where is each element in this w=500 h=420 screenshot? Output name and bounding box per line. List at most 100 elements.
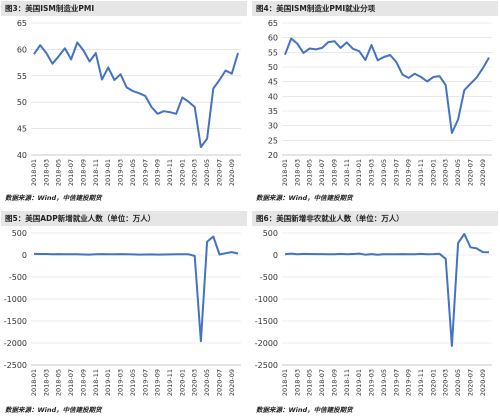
x-tick-label: 2019-07 (392, 159, 400, 186)
y-tick-label: -1500 (4, 317, 27, 326)
x-tick-label: 2018-07 (67, 159, 75, 186)
x-tick-label: 2019-03 (368, 159, 376, 186)
y-tick-label: 55 (17, 72, 27, 81)
x-tick-label: 2018-11 (343, 369, 351, 396)
y-tick-label: 30 (268, 122, 278, 131)
y-tick-label: -2500 (255, 361, 278, 370)
x-tick-label: 2020-07 (466, 159, 474, 186)
x-tick-label: 2020-03 (442, 369, 450, 396)
x-tick-label: 2018-07 (67, 369, 75, 396)
x-tick-label: 2018-09 (79, 369, 87, 396)
chart-title: 图5：美国ADP新增就业人数（单位：万人） (1, 211, 247, 226)
x-tick-label: 2019-01 (104, 369, 112, 396)
x-tick-label: 2019-09 (154, 369, 162, 396)
y-tick-label: -500 (260, 273, 278, 282)
series-line (33, 235, 239, 343)
x-tick-label: 2019-07 (141, 369, 149, 396)
x-tick-label: 2019-05 (380, 369, 388, 396)
x-tick-label: 2020-05 (454, 159, 462, 186)
x-tick-label: 2019-11 (417, 369, 425, 396)
x-tick-label: 2020-07 (215, 369, 223, 396)
chart-nonfarm-payrolls: -2500 -2000 -1500 -1000 -500 0 500 2018-01 2018-… (255, 229, 492, 396)
y-tick-label: 55 (268, 48, 278, 57)
x-tick-label: 2018-07 (318, 159, 326, 186)
x-tick-label: 2019-03 (368, 369, 376, 396)
chart-source: 数据来源：Wind，中信建投期货 (5, 194, 102, 202)
x-tick-label: 2018-11 (92, 369, 100, 396)
x-tick-label: 2020-01 (429, 369, 437, 396)
x-tick-label: 2018-09 (330, 369, 338, 396)
x-tick-label: 2020-01 (429, 159, 437, 186)
y-tick-label: 40 (17, 151, 27, 160)
x-tick-label: 2019-03 (117, 369, 125, 396)
y-tick-label: 50 (268, 63, 278, 72)
x-tick-label: 2019-03 (117, 159, 125, 186)
y-tick-label: 60 (17, 45, 27, 54)
y-tick-label: -2500 (4, 361, 27, 370)
x-tick-label: 2020-09 (228, 369, 236, 396)
y-tick-label: -1000 (255, 295, 278, 304)
x-tick-label: 2019-09 (405, 159, 413, 186)
y-tick-label: 45 (17, 125, 27, 134)
chart-panel-ism-employment: 图4：美国ISM制造业PMI就业分项 20 25 30 35 40 45 50 55 60 65 2… (252, 1, 498, 210)
x-tick-label: 2020-09 (479, 159, 487, 186)
chart-source: 数据来源：Wind，中信建投期货 (256, 194, 353, 202)
x-tick-label: 2019-05 (380, 159, 388, 186)
x-tick-label: 2019-09 (405, 369, 413, 396)
x-tick-label: 2019-11 (166, 369, 174, 396)
chart-panel-adp-employment: 图5：美国ADP新增就业人数（单位：万人） -2500 -2000 -1500 -10… (1, 211, 247, 420)
x-tick-label: 2020-09 (479, 369, 487, 396)
y-tick-label: 500 (263, 229, 278, 238)
chart-panel-ism-pmi: 图3：美国ISM制造业PMI 40 45 50 55 60 65 2018-01 2018-0… (1, 1, 247, 210)
x-tick-label: 2018-07 (318, 369, 326, 396)
y-tick-label: 35 (268, 107, 278, 116)
x-tick-label: 2018-05 (55, 369, 63, 396)
y-tick-label: 500 (12, 229, 27, 238)
x-tick-label: 2019-07 (392, 369, 400, 396)
x-tick-label: 2018-01 (30, 159, 38, 186)
x-tick-label: 2020-07 (215, 159, 223, 186)
x-tick-label: 2019-11 (417, 159, 425, 186)
x-tick-label: 2019-01 (355, 159, 363, 186)
y-tick-label: 45 (268, 78, 278, 87)
y-tick-label: -1000 (4, 295, 27, 304)
y-tick-label: 0 (22, 251, 27, 260)
y-tick-label: -500 (9, 273, 27, 282)
series-line (284, 37, 490, 134)
x-tick-label: 2018-05 (55, 159, 63, 186)
x-tick-label: 2018-03 (293, 369, 301, 396)
x-tick-label: 2020-01 (178, 369, 186, 396)
series-line (284, 233, 490, 347)
y-tick-label: 40 (268, 92, 278, 101)
x-tick-label: 2018-09 (79, 159, 87, 186)
y-tick-label: 25 (268, 136, 278, 145)
x-tick-label: 2020-03 (191, 159, 199, 186)
series-line (33, 41, 239, 149)
x-tick-label: 2019-05 (129, 159, 137, 186)
y-tick-label: -2000 (4, 339, 27, 348)
chart-ism-pmi: 40 45 50 55 60 65 2018-01 2018-03 2018-05 2018-07… (17, 19, 241, 186)
x-tick-label: 2020-05 (203, 159, 211, 186)
x-tick-label: 2019-01 (104, 159, 112, 186)
chart-ism-employment: 20 25 30 35 40 45 50 55 60 65 2018-01 2018-03 2018-0… (268, 19, 492, 186)
x-tick-label: 2018-05 (306, 159, 314, 186)
x-tick-label: 2018-01 (281, 369, 289, 396)
y-tick-label: 65 (17, 19, 27, 28)
y-tick-label: 60 (268, 34, 278, 43)
y-tick-label: 50 (17, 98, 27, 107)
chart-title: 图6：美国新增非农就业人数（单位：万人） (252, 211, 498, 226)
chart-source: 数据来源：Wind，中信建投期货 (5, 406, 102, 414)
chart-panel-nonfarm-payrolls: 图6：美国新增非农就业人数（单位：万人） -2500 -2000 -1500 -100… (252, 211, 498, 420)
x-tick-label: 2019-01 (355, 369, 363, 396)
chart-source: 数据来源：Wind，中信建投期货 (256, 406, 353, 414)
y-tick-label: 65 (268, 19, 278, 28)
x-tick-label: 2018-09 (330, 159, 338, 186)
x-tick-label: 2020-03 (191, 369, 199, 396)
x-tick-label: 2020-01 (178, 159, 186, 186)
x-tick-label: 2018-03 (42, 159, 50, 186)
x-tick-label: 2018-01 (30, 369, 38, 396)
y-tick-label: 20 (268, 151, 278, 160)
x-tick-label: 2018-11 (92, 159, 100, 186)
chart-title: 图4：美国ISM制造业PMI就业分项 (252, 1, 498, 16)
x-tick-label: 2019-09 (154, 159, 162, 186)
